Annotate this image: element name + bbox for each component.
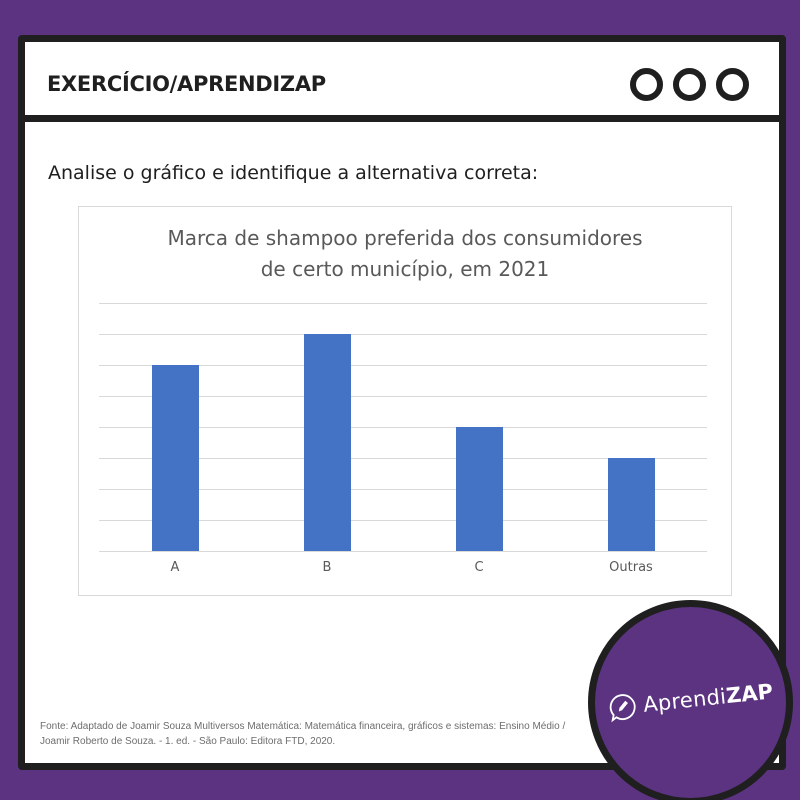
gridline — [99, 365, 707, 366]
question-text: Analise o gráfico e identifique a altern… — [48, 162, 539, 184]
brand-light: Aprendi — [642, 684, 728, 717]
bar-b — [303, 334, 351, 551]
exercise-window: EXERCÍCIO/APRENDIZAP Analise o gráfico e… — [18, 35, 786, 770]
chart-title-line-2: de certo município, em 2021 — [260, 257, 550, 281]
aprendizap-badge: AprendiZAP — [588, 600, 793, 800]
bar-c — [455, 427, 503, 551]
gridline — [99, 551, 707, 552]
speech-pencil-icon — [609, 694, 636, 723]
bar-a — [151, 365, 199, 551]
gridline — [99, 334, 707, 335]
title-bar: EXERCÍCIO/APRENDIZAP — [25, 42, 779, 122]
brand-bold: ZAP — [724, 679, 775, 709]
x-axis-label: Outras — [609, 560, 653, 575]
window-title: EXERCÍCIO/APRENDIZAP — [47, 72, 326, 96]
chart-title: Marca de shampoo preferida dos consumido… — [79, 223, 731, 285]
aprendizap-logo: AprendiZAP — [606, 676, 774, 723]
gridline — [99, 458, 707, 459]
gridline — [99, 396, 707, 397]
circle-icon — [673, 68, 706, 101]
chart-title-line-1: Marca de shampoo preferida dos consumido… — [167, 226, 643, 250]
gridline — [99, 303, 707, 304]
window-controls — [630, 68, 749, 101]
x-axis-label: A — [170, 560, 180, 575]
circle-icon — [630, 68, 663, 101]
x-axis-label: C — [474, 560, 484, 575]
gridline — [99, 489, 707, 490]
bar-outras — [607, 458, 655, 551]
plot-area: A B C Outras — [99, 303, 707, 575]
bar-chart: Marca de shampoo preferida dos consumido… — [78, 206, 732, 596]
x-axis-label: B — [322, 560, 332, 575]
gridline — [99, 520, 707, 521]
gridline — [99, 427, 707, 428]
source-citation: Fonte: Adaptado de Joamir Souza Multiver… — [40, 721, 566, 747]
circle-icon — [716, 68, 749, 101]
